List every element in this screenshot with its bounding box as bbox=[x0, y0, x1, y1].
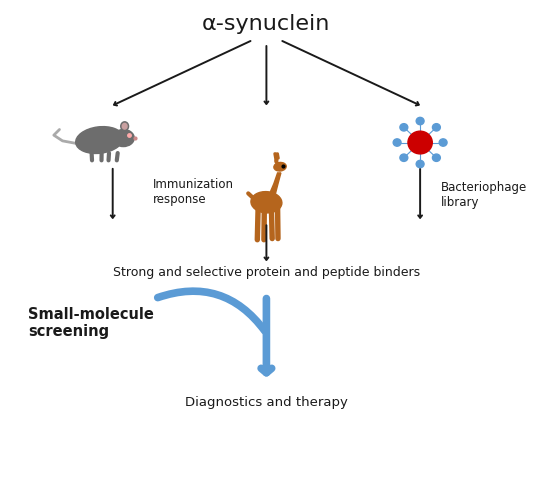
Polygon shape bbox=[270, 173, 281, 193]
Circle shape bbox=[433, 154, 440, 161]
Ellipse shape bbox=[75, 126, 123, 153]
Circle shape bbox=[416, 118, 424, 124]
Circle shape bbox=[400, 124, 408, 131]
Ellipse shape bbox=[251, 192, 282, 213]
Text: Small-molecule
screening: Small-molecule screening bbox=[28, 307, 154, 340]
Circle shape bbox=[400, 154, 408, 161]
Ellipse shape bbox=[121, 122, 129, 130]
Text: Strong and selective protein and peptide binders: Strong and selective protein and peptide… bbox=[113, 266, 420, 279]
Text: Bacteriophage
library: Bacteriophage library bbox=[441, 181, 527, 209]
Ellipse shape bbox=[274, 162, 286, 171]
Ellipse shape bbox=[113, 129, 134, 146]
Circle shape bbox=[408, 131, 432, 154]
Circle shape bbox=[433, 124, 440, 131]
Circle shape bbox=[393, 139, 401, 146]
Text: Immunization
response: Immunization response bbox=[153, 178, 234, 206]
Text: α-synuclein: α-synuclein bbox=[202, 13, 330, 34]
Text: Diagnostics and therapy: Diagnostics and therapy bbox=[185, 396, 348, 409]
Circle shape bbox=[416, 160, 424, 168]
Ellipse shape bbox=[275, 158, 278, 163]
Ellipse shape bbox=[123, 124, 127, 129]
FancyArrowPatch shape bbox=[158, 291, 265, 331]
Circle shape bbox=[439, 139, 447, 146]
